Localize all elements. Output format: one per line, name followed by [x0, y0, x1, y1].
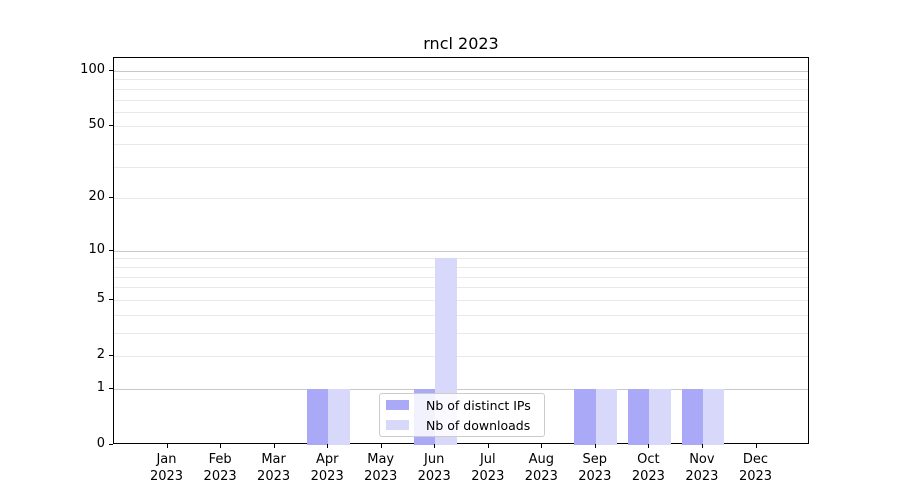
x-tick-mark	[220, 444, 222, 448]
legend-label: Nb of downloads	[426, 417, 531, 433]
x-tick-label: Jun 2023	[417, 452, 451, 484]
gridline-minor	[114, 88, 808, 90]
bar-apr-downloads	[328, 388, 350, 445]
gridline-major	[114, 388, 808, 390]
y-tick-mark	[109, 444, 113, 445]
x-tick-mark	[273, 444, 275, 448]
bar-sep-ips	[574, 388, 596, 445]
x-tick-label: Nov 2023	[685, 452, 719, 484]
x-tick-label: May 2023	[364, 452, 398, 484]
y-tick-label: 1	[96, 379, 105, 395]
gridline-minor	[114, 79, 808, 81]
x-tick-label: Sep 2023	[578, 452, 612, 484]
gridline-minor	[114, 166, 808, 168]
bar-oct-downloads	[649, 388, 671, 445]
bar-apr-ips	[306, 388, 329, 445]
gridline-minor	[114, 287, 808, 289]
y-tick-mark	[109, 70, 113, 71]
bar-sep-downloads	[595, 388, 618, 445]
legend-swatch-icon	[386, 400, 409, 410]
gridline-minor	[114, 111, 808, 113]
y-tick-label: 10	[88, 241, 105, 257]
bar-oct-ips	[628, 388, 650, 445]
plot-area: Nb of distinct IPs Nb of downloads	[113, 57, 809, 445]
y-tick-label: 50	[88, 117, 105, 133]
y-tick-mark	[109, 249, 113, 251]
y-tick-label: 100	[80, 62, 105, 77]
legend-item: Nb of downloads	[386, 417, 544, 434]
y-tick-label: 0	[96, 436, 105, 451]
x-tick-label: Apr 2023	[310, 452, 344, 484]
gridline-major	[114, 250, 808, 252]
x-tick-mark	[755, 444, 757, 448]
y-tick-mark	[109, 387, 113, 389]
gridline-minor	[114, 144, 808, 145]
gridline-minor	[114, 332, 808, 334]
y-tick-mark	[109, 298, 113, 300]
x-tick-mark	[380, 444, 382, 448]
x-tick-mark	[487, 444, 489, 448]
gridline-minor	[114, 99, 808, 101]
gridline-minor	[114, 356, 808, 357]
gridline-minor	[114, 314, 808, 316]
x-tick-label: Jan 2023	[149, 452, 184, 484]
x-tick-mark	[541, 444, 543, 448]
y-tick-label: 2	[96, 347, 105, 362]
x-tick-label: Aug 2023	[524, 452, 558, 484]
x-tick-label: Dec 2023	[738, 452, 773, 484]
gridline-major	[114, 71, 808, 72]
gridline-minor	[114, 266, 808, 268]
gridline-minor	[114, 299, 808, 301]
gridline-minor	[114, 258, 808, 260]
chart-title: rncl 2023	[423, 34, 499, 53]
gridline-minor	[114, 126, 808, 128]
gridline-minor	[114, 198, 808, 200]
legend: Nb of distinct IPs Nb of downloads	[379, 393, 545, 437]
y-tick-label: 20	[88, 189, 105, 205]
bar-nov-ips	[681, 388, 703, 445]
x-tick-mark	[166, 444, 168, 448]
x-tick-mark	[594, 444, 596, 448]
y-tick-mark	[109, 355, 113, 356]
x-tick-label: Jul 2023	[471, 452, 505, 484]
x-tick-mark	[648, 444, 650, 448]
gridline-minor	[114, 276, 808, 278]
legend-label: Nb of distinct IPs	[426, 397, 531, 413]
y-tick-mark	[109, 197, 113, 199]
x-tick-label: Oct 2023	[631, 452, 665, 484]
legend-swatch-icon	[386, 420, 409, 430]
bar-nov-downloads	[702, 388, 725, 445]
legend-item: Nb of distinct IPs	[386, 397, 544, 414]
x-tick-mark	[434, 444, 436, 448]
x-tick-mark	[701, 444, 703, 448]
y-tick-mark	[109, 125, 113, 127]
x-tick-label: Mar 2023	[257, 452, 291, 484]
x-tick-label: Feb 2023	[203, 452, 237, 484]
y-tick-label: 5	[96, 290, 105, 306]
x-tick-mark	[327, 444, 329, 448]
